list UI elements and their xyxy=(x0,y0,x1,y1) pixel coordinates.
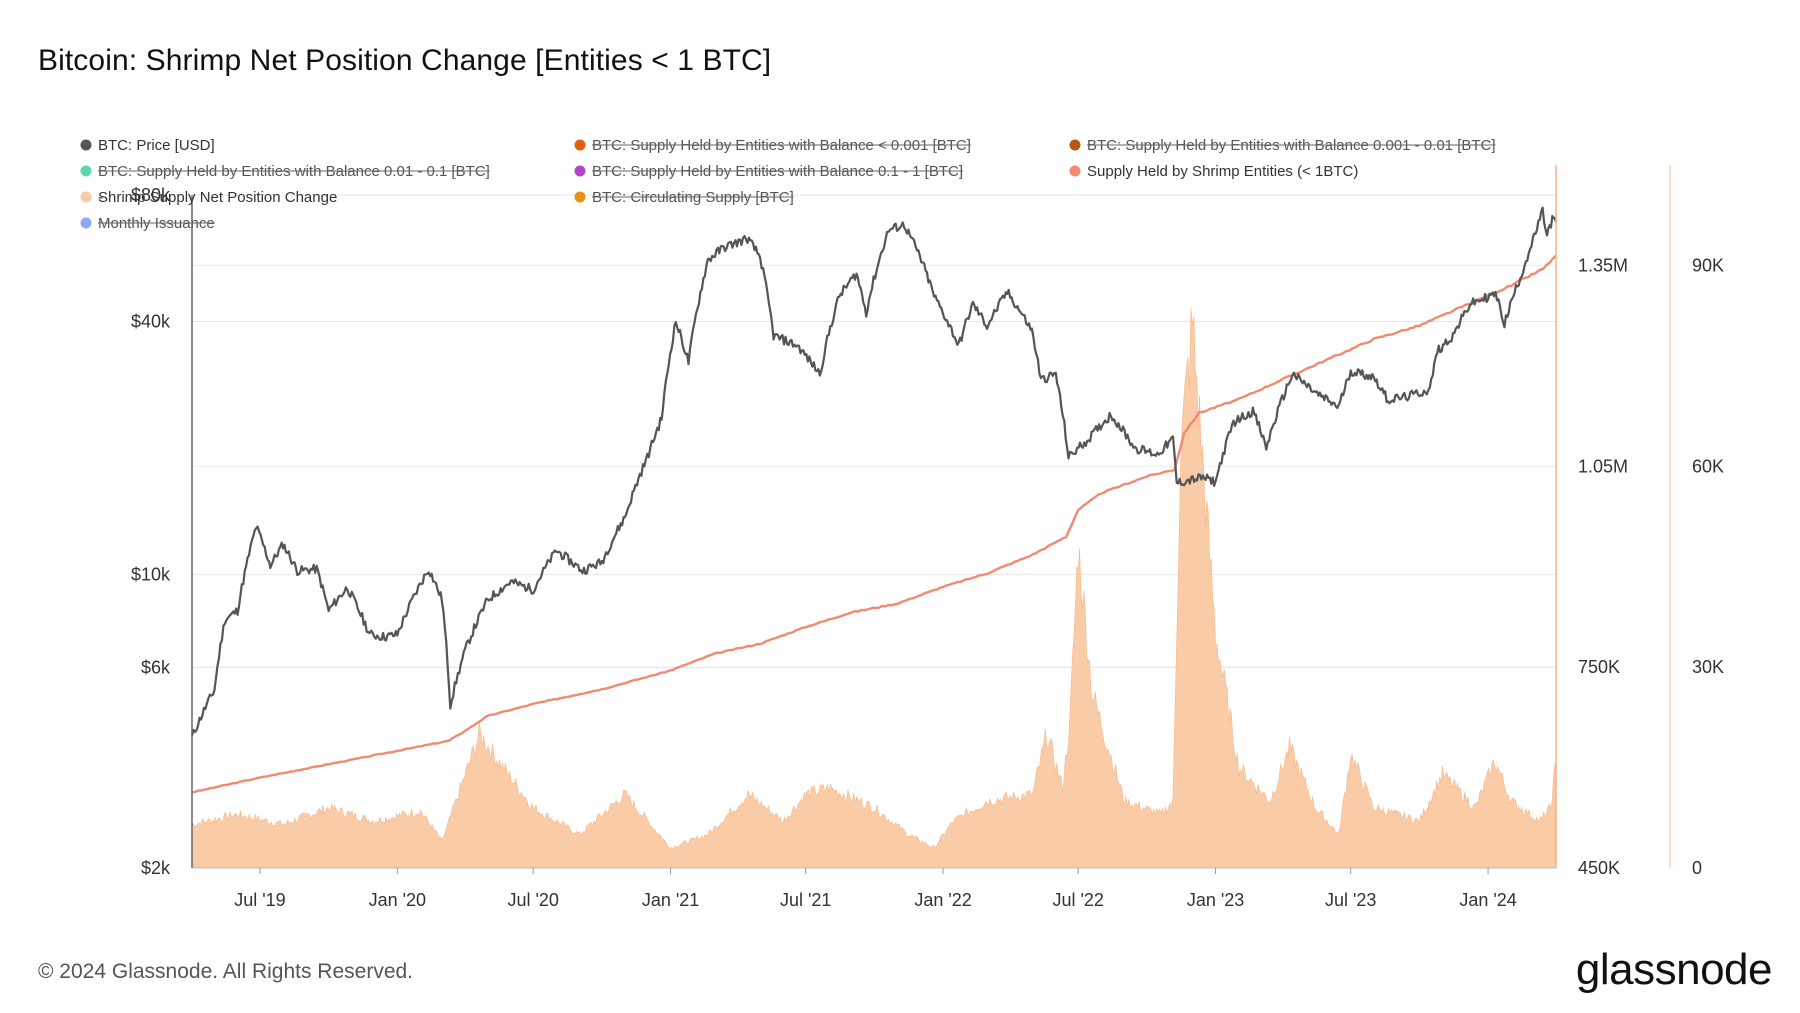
legend-swatch-6 xyxy=(80,191,92,203)
legend-label-0: BTC: Price [USD] xyxy=(98,137,215,154)
legend-swatch-7 xyxy=(574,191,586,203)
axes xyxy=(191,165,1671,869)
x-tick-label-4: Jul '21 xyxy=(780,890,831,910)
price-tick-label-4: $80k xyxy=(131,185,171,205)
legend-swatch-2 xyxy=(1069,139,1081,151)
tick-labels: Jul '19 Jan '20 Jul '20 Jan '21 Jul '21 Jan '… xyxy=(131,185,1724,910)
legend-swatch-1 xyxy=(574,139,586,151)
net-change-area xyxy=(191,307,1557,869)
chart-title: Bitcoin: Shrimp Net Position Change [Ent… xyxy=(38,44,772,77)
x-tick-label-0: Jul '19 xyxy=(234,890,285,910)
supply-tick-label-2: 1.05M xyxy=(1578,456,1628,476)
legend-swatch-4 xyxy=(574,165,586,177)
price-tick-label-1: $6k xyxy=(141,658,171,678)
legend-swatch-9 xyxy=(80,217,92,229)
shrimp-supply-line xyxy=(191,254,1557,794)
price-tick-label-0: $2k xyxy=(141,858,171,878)
net-change-tick-label-2: 60K xyxy=(1692,456,1724,476)
x-tick-label-8: Jul '23 xyxy=(1325,890,1376,910)
legend-item-4[interactable]: BTC: Supply Held by Entities with Balanc… xyxy=(574,163,964,180)
copyright-text: © 2024 Glassnode. All Rights Reserved. xyxy=(38,960,414,983)
legend-item-2[interactable]: BTC: Supply Held by Entities with Balanc… xyxy=(1069,137,1496,154)
legend-item-1[interactable]: BTC: Supply Held by Entities with Balanc… xyxy=(574,137,971,154)
net-change-tick-label-1: 30K xyxy=(1692,657,1724,677)
net-change-tick-label-3: 90K xyxy=(1692,255,1724,275)
supply-tick-label-3: 1.35M xyxy=(1578,255,1628,275)
price-line xyxy=(190,206,1558,736)
x-tick-label-1: Jan '20 xyxy=(369,890,426,910)
legend-swatch-5 xyxy=(1069,165,1081,177)
x-tick-label-2: Jul '20 xyxy=(507,890,558,910)
net-change-tick-label-0: 0 xyxy=(1692,858,1702,878)
legend-label-6: Shrimp Supply Net Position Change xyxy=(98,189,337,206)
x-tick-label-6: Jul '22 xyxy=(1052,890,1103,910)
legend-item-9[interactable]: Monthly Issuance xyxy=(80,215,215,232)
price-tick-label-3: $40k xyxy=(131,311,171,331)
x-tick-label-5: Jan '22 xyxy=(914,890,971,910)
price-line-path xyxy=(190,206,1558,736)
legend-label-5: Supply Held by Shrimp Entities (< 1BTC) xyxy=(1087,163,1358,180)
legend-label-8: - xyxy=(98,189,103,206)
legend-item-6[interactable]: Shrimp Supply Net Position Change xyxy=(80,189,338,206)
shrimp-supply-line-path xyxy=(191,254,1557,794)
legend: BTC: Price [USD] BTC: Supply Held by Enti… xyxy=(80,137,1496,232)
legend-item-5[interactable]: Supply Held by Shrimp Entities (< 1BTC) xyxy=(1069,163,1359,180)
brand-logo: glassnode xyxy=(1575,945,1773,994)
legend-item-3[interactable]: BTC: Supply Held by Entities with Balanc… xyxy=(80,163,490,180)
supply-tick-label-0: 450K xyxy=(1578,858,1620,878)
legend-item-0[interactable]: BTC: Price [USD] xyxy=(80,137,215,154)
x-tick-label-7: Jan '23 xyxy=(1187,890,1244,910)
legend-swatch-0 xyxy=(80,139,92,151)
legend-item-7[interactable]: BTC: Circulating Supply [BTC] xyxy=(574,189,794,206)
x-tick-label-3: Jan '21 xyxy=(642,890,699,910)
x-tick-label-9: Jan '24 xyxy=(1459,890,1516,910)
net-change-area-path xyxy=(191,307,1557,869)
price-tick-label-2: $10k xyxy=(131,564,171,584)
supply-tick-label-1: 750K xyxy=(1578,657,1620,677)
legend-item-8[interactable]: - xyxy=(98,189,103,206)
legend-swatch-3 xyxy=(80,165,92,177)
